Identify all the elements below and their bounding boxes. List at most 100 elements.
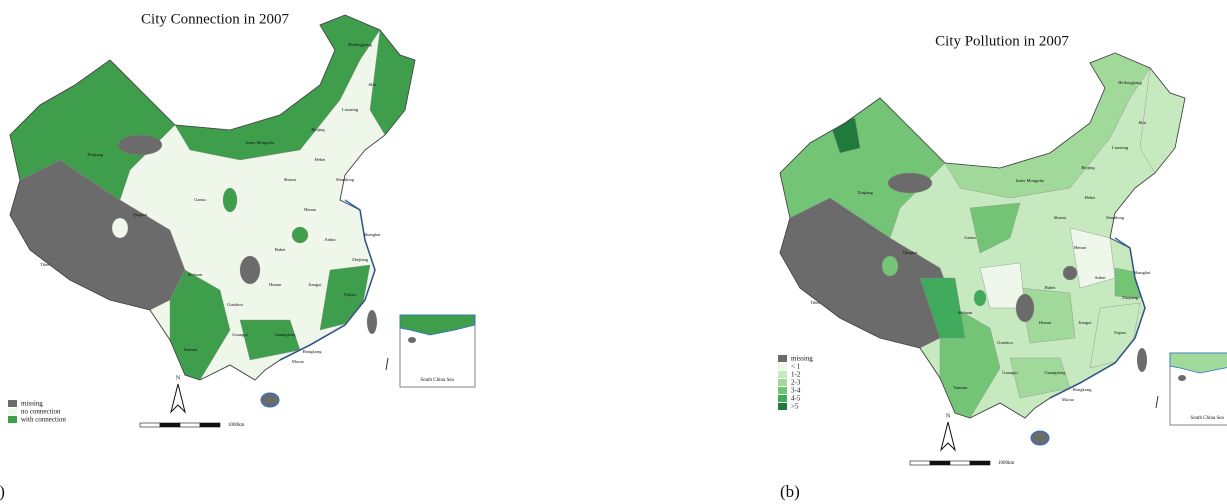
province-label: Tibet [810,300,820,305]
province-label: Qinghai [903,250,918,255]
province-label: Xinjiang [87,152,103,157]
province-label: Fujian [344,292,356,297]
province-label: Hebei [315,157,326,162]
legend-label: no connection [21,408,61,416]
scale-label: 1000km [998,461,1015,466]
inset-island [1178,375,1186,381]
map-panel: City Pollution in 2007 Xinjiang Tibet Qingh… [778,33,1227,500]
province-label: Hongkong [303,349,323,354]
legend-swatch [778,387,787,394]
scale-bar [200,423,220,427]
legend-label: missing [791,355,813,363]
province-label: Shandong [1106,215,1125,220]
north-arrow [171,384,185,412]
legend-label: >5 [791,403,799,411]
province-label: Hongkong [1073,387,1093,392]
province-label: Jilin [368,82,377,87]
legend-label: 2-3 [791,379,801,387]
city-region [223,188,237,212]
province-label: Sichuan [958,310,973,315]
north-arrow [941,422,955,450]
province-label: Shandong [336,177,355,182]
figure: City Connection in 2007 Xinjiang Tibet Qing… [0,0,1227,504]
city-region [882,256,898,276]
province-label: Shanxi [284,177,297,182]
scale-bar [950,461,970,465]
province-label: Inner Mongolia [1016,178,1044,183]
legend-swatch [8,416,17,423]
province-label: Guangxi [232,332,248,337]
city-region [118,135,162,155]
island-mark [1156,396,1158,408]
legend-label: < 1 [791,363,801,371]
map-title: City Connection in 2007 [141,11,289,27]
province-label: Anhui [1094,275,1106,280]
province-label: Sichuan [188,272,203,277]
inset-label: South China Sea [420,378,454,383]
map-panel: City Connection in 2007 Xinjiang Tibet Qing… [0,11,475,500]
map-title: City Pollution in 2007 [935,33,1069,49]
province-label: Hubei [275,247,287,252]
province-label: Zhejiang [1122,295,1139,300]
province-label: Tibet [40,262,50,267]
province-label: Jiangxi [309,282,323,287]
province-label: Henan [304,207,316,212]
province-label: Shanghai [364,232,381,237]
scale-bar [140,423,160,427]
north-label: N [176,375,181,381]
taiwan [367,310,377,334]
province-label: Xinjiang [857,190,873,195]
legend-swatch [778,371,787,378]
legend-swatch [778,379,787,386]
city-region [240,256,260,284]
legend-label: 3-4 [791,387,801,395]
inset-label: South China Sea [1190,416,1224,421]
province-label: Gansu [964,235,976,240]
province-label: Jiangxi [1079,320,1093,325]
hainan [1031,431,1049,445]
scale-bar [930,461,950,465]
province-label: Qinghai [133,212,148,217]
panel-caption: (a) [0,482,5,501]
province-label: Henan [1074,245,1086,250]
legend-swatch [778,363,787,370]
legend-label: with connection [21,416,66,424]
province-label: Anhui [324,237,336,242]
province-label: Hunan [269,282,282,287]
legend-swatch [778,403,787,410]
legend-label: 1-2 [791,371,801,379]
city-region [292,227,308,243]
legend-swatch [778,355,787,362]
province-label: Liaoning [342,107,359,112]
city-region [888,173,932,193]
province-label: Inner Mongolia [246,140,274,145]
province-label: Guizhou [997,340,1013,345]
scale-bar [970,461,990,465]
city-region [1016,294,1034,322]
legend-swatch [8,408,17,415]
legend-label: missing [21,400,43,408]
province-label: Heilongjiang [348,42,372,47]
province-label: Guangxi [1002,370,1018,375]
legend-label: 4-5 [791,395,801,403]
inset-island [408,337,416,343]
province-label: Yunnan [183,347,197,352]
province-label: Fujian [1114,330,1126,335]
province-label: Hubei [1045,285,1057,290]
province-label: Zhejiang [352,257,369,262]
province-label: Liaoning [1112,145,1129,150]
province-label: Macao [292,359,305,364]
province-label: Hebei [1085,195,1096,200]
scale-bar [160,423,180,427]
province-label: Beijing [311,127,325,132]
scale-bar [910,461,930,465]
province-label: Guangdong [275,332,297,337]
legend-swatch [778,395,787,402]
province-label: Shanxi [1054,215,1067,220]
scale-bar [180,423,200,427]
province-label: Shanghai [1134,270,1151,275]
city-region [1063,266,1077,280]
legend-swatch [8,400,17,407]
province-label: Beijing [1081,165,1095,170]
panel-caption: (b) [780,482,800,501]
